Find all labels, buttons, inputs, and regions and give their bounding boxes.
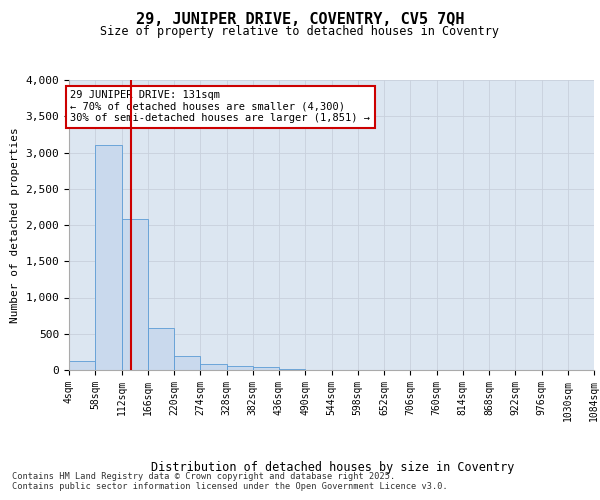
Bar: [174, 356, 200, 370]
Text: Contains HM Land Registry data © Crown copyright and database right 2025.: Contains HM Land Registry data © Crown c…: [12, 472, 395, 481]
Text: 29 JUNIPER DRIVE: 131sqm
← 70% of detached houses are smaller (4,300)
30% of sem: 29 JUNIPER DRIVE: 131sqm ← 70% of detach…: [70, 90, 370, 124]
Bar: [121, 219, 148, 370]
Text: Distribution of detached houses by size in Coventry: Distribution of detached houses by size …: [151, 461, 515, 474]
Text: Contains public sector information licensed under the Open Government Licence v3: Contains public sector information licen…: [12, 482, 448, 491]
Bar: [95, 145, 121, 370]
Bar: [148, 328, 174, 370]
Bar: [69, 360, 95, 370]
Text: Size of property relative to detached houses in Coventry: Size of property relative to detached ho…: [101, 25, 499, 38]
Text: 29, JUNIPER DRIVE, COVENTRY, CV5 7QH: 29, JUNIPER DRIVE, COVENTRY, CV5 7QH: [136, 12, 464, 28]
Y-axis label: Number of detached properties: Number of detached properties: [10, 127, 20, 323]
Bar: [200, 364, 227, 370]
Bar: [227, 366, 253, 370]
Bar: [253, 367, 279, 370]
